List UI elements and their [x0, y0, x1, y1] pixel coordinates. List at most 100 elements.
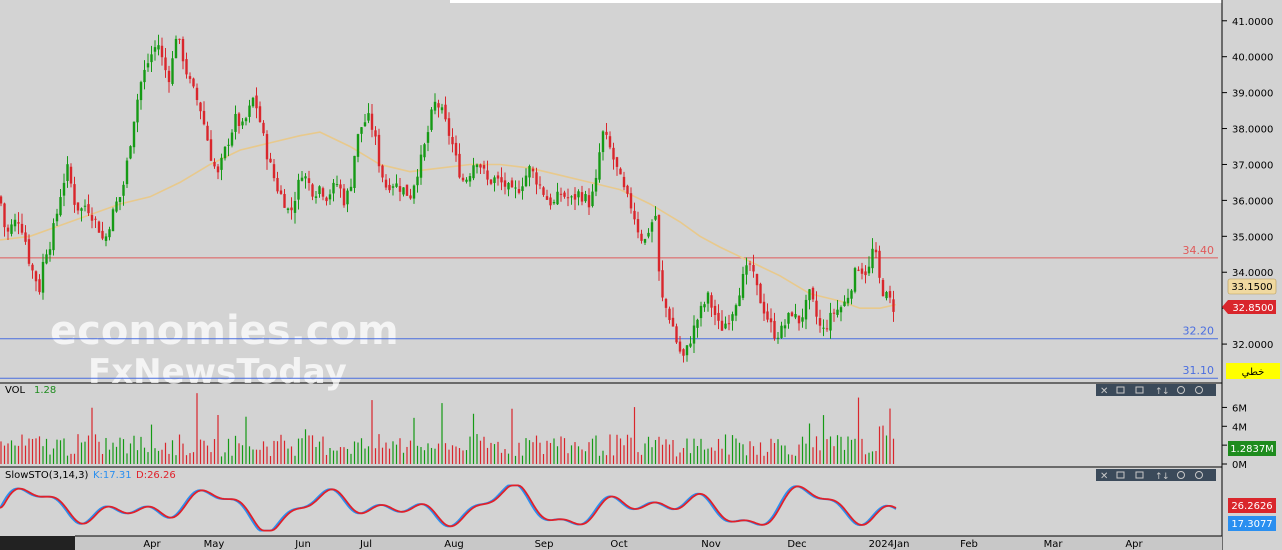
- candle-body: [860, 268, 864, 274]
- month-label: Mar: [1044, 539, 1064, 550]
- moving-average: [0, 131, 897, 309]
- candle-body: [671, 317, 675, 327]
- volume-tick-label: 6M: [1232, 403, 1247, 414]
- stoch-k-badge: 17.3077: [1228, 516, 1276, 531]
- candlesticks: [0, 34, 895, 363]
- candle-body: [300, 177, 304, 181]
- candle-body: [178, 38, 181, 40]
- candle-body: [419, 154, 423, 178]
- candle-body: [307, 178, 311, 184]
- stoch-d-badge: 26.2626: [1228, 498, 1276, 513]
- candle-body: [31, 264, 34, 271]
- candle-body: [115, 201, 118, 212]
- candle-body: [188, 76, 192, 79]
- svg-text:26.2626: 26.2626: [1231, 501, 1272, 512]
- stoch-d-line: [0, 484, 897, 532]
- candle-body: [276, 177, 279, 192]
- candle-body: [584, 194, 587, 202]
- month-label: 2024Jan: [869, 539, 910, 550]
- candle-body: [454, 142, 458, 156]
- candle-body: [853, 268, 857, 292]
- candle-body: [626, 185, 629, 194]
- stochastic-lines: [0, 484, 897, 532]
- candle-body: [139, 82, 143, 101]
- candle-body: [381, 165, 384, 178]
- price-tick-label: 39.0000: [1232, 89, 1273, 100]
- candle-body: [195, 87, 199, 100]
- watermark-economies: economies.com: [50, 308, 399, 354]
- candle-body: [444, 104, 447, 120]
- candle-body: [804, 299, 808, 320]
- level-label: 34.40: [1183, 244, 1215, 257]
- candle-body: [20, 223, 24, 233]
- candle-body: [710, 295, 713, 308]
- candle-body: [811, 287, 815, 300]
- candle-body: [762, 301, 766, 314]
- candle-body: [94, 218, 97, 220]
- stoch-k-label: K:17.31: [93, 470, 132, 481]
- candle-body: [524, 175, 528, 187]
- candle-body: [615, 157, 619, 167]
- candle-body: [619, 168, 622, 175]
- candle-body: [531, 168, 535, 172]
- candle-body: [559, 193, 563, 195]
- candle-body: [657, 214, 661, 272]
- candle-body: [440, 107, 444, 111]
- month-label: Jun: [294, 539, 311, 550]
- candle-body: [783, 325, 787, 329]
- candle-body: [507, 182, 510, 190]
- candle-body: [27, 239, 31, 264]
- candle-body: [577, 191, 580, 198]
- svg-text:↓: ↓: [1162, 387, 1170, 397]
- candle-body: [759, 283, 762, 304]
- month-label: Jul: [359, 539, 372, 550]
- candle-body: [496, 175, 500, 179]
- svg-text:↓: ↓: [1162, 472, 1170, 482]
- candle-body: [874, 249, 878, 253]
- candle-body: [717, 312, 720, 321]
- last-price-badge: 32.8500: [1222, 300, 1276, 314]
- candle-body: [734, 305, 738, 316]
- candle-body: [472, 165, 475, 179]
- candle-body: [696, 319, 699, 328]
- candle-body: [283, 193, 286, 208]
- candle-body: [76, 202, 80, 211]
- candle-body: [171, 58, 174, 84]
- candle-body: [514, 187, 517, 189]
- candle-body: [370, 113, 374, 130]
- candle-body: [167, 70, 171, 83]
- horizontal-levels: 34.40 32.20 31.10: [0, 244, 1218, 379]
- candle-body: [297, 179, 300, 200]
- candle-body: [377, 134, 381, 167]
- stoch-panel-controls[interactable]: ✕ ↑ ↓: [1096, 469, 1216, 482]
- candle-body: [101, 230, 104, 239]
- candle-body: [468, 176, 472, 182]
- candle-body: [3, 203, 6, 228]
- candle-body: [83, 205, 87, 207]
- svg-text:↑: ↑: [1155, 387, 1163, 397]
- candle-body: [773, 320, 776, 339]
- candle-body: [437, 103, 440, 108]
- price-tick-label: 37.0000: [1232, 160, 1273, 171]
- candle-body: [790, 312, 794, 317]
- lines-button[interactable]: خطي: [1226, 363, 1280, 379]
- candle-body: [146, 63, 150, 68]
- price-tick-label: 38.0000: [1232, 125, 1273, 136]
- svg-text:خطي: خطي: [1242, 367, 1265, 378]
- candle-body: [766, 311, 769, 320]
- candle-body: [780, 325, 783, 338]
- volume-panel-controls[interactable]: ✕ ↑ ↓: [1096, 384, 1216, 397]
- candle-body: [342, 188, 346, 206]
- candle-body: [829, 312, 832, 331]
- month-labels: Apr May Jun Jul Aug Sep Oct Nov Dec 2024Jan Feb Mar…: [143, 539, 1143, 550]
- candle-body: [10, 224, 13, 234]
- month-label: Sep: [535, 539, 554, 550]
- candle-body: [202, 110, 206, 125]
- candle-body: [356, 134, 360, 157]
- candle-body: [776, 337, 780, 339]
- candle-body: [787, 312, 790, 324]
- stoch-header: SlowSTO(3,14,3) K:17.31 D:26.26: [5, 470, 176, 481]
- candle-body: [328, 194, 332, 200]
- candle-body: [486, 170, 489, 180]
- level-label: 32.20: [1183, 325, 1215, 338]
